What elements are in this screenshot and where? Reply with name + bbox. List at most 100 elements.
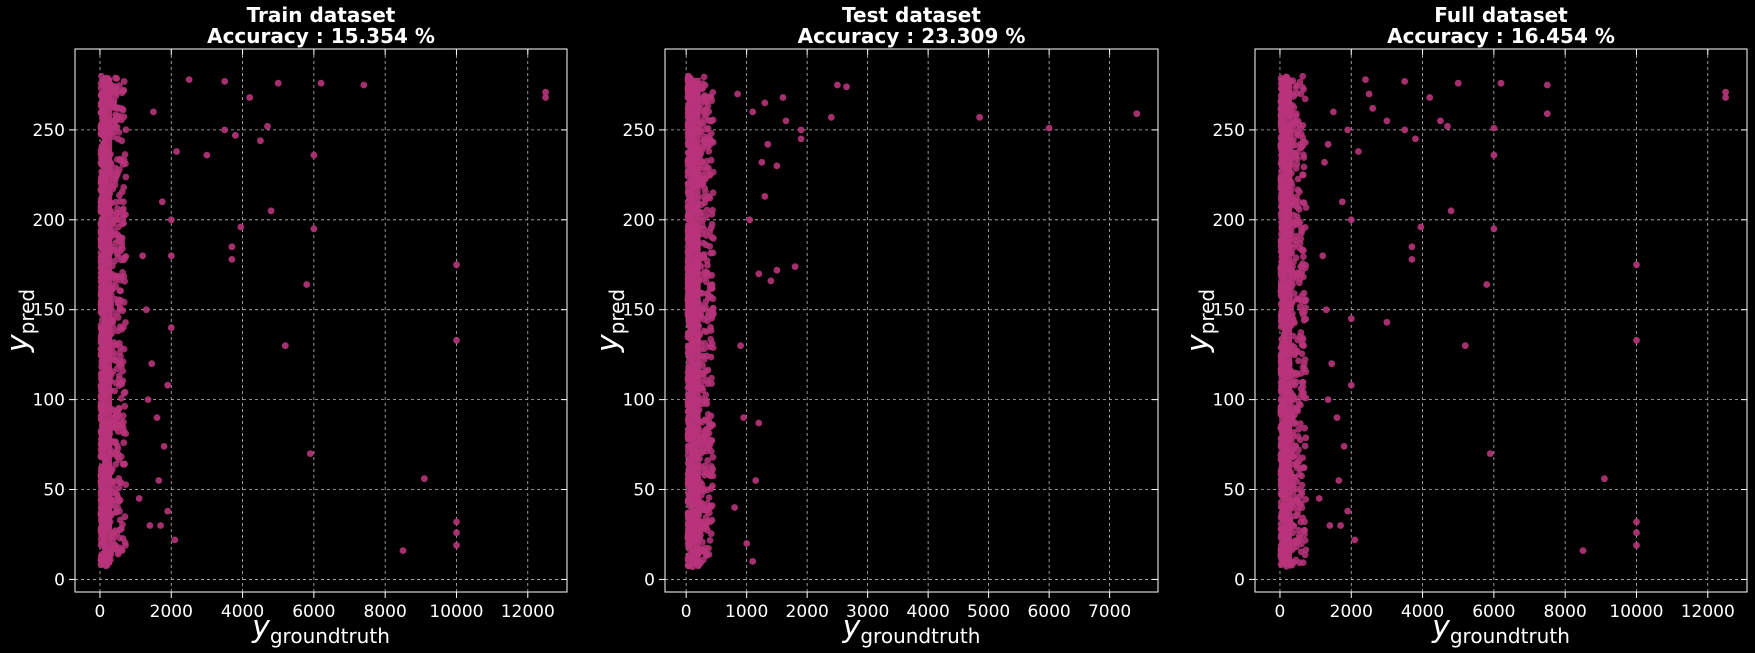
y-tick-label: 100 — [33, 391, 65, 411]
data-point — [1290, 290, 1298, 297]
data-point — [1490, 151, 1498, 159]
data-point — [1302, 546, 1310, 554]
data-point — [111, 356, 119, 364]
y-tick-label: 200 — [623, 211, 655, 231]
data-point — [1292, 537, 1299, 545]
data-point — [164, 507, 172, 515]
y-tick-label: 150 — [623, 301, 655, 321]
data-point — [1295, 425, 1302, 433]
x-tick-label: 7000 — [1088, 602, 1131, 622]
data-point — [119, 106, 127, 114]
data-point — [709, 116, 717, 124]
data-point — [317, 79, 325, 87]
x-axis-label-subscript: groundtruth — [1450, 624, 1570, 648]
data-point — [740, 414, 747, 421]
data-point — [1292, 164, 1300, 172]
data-point — [761, 99, 769, 107]
data-point — [1302, 368, 1310, 376]
data-point — [1426, 94, 1434, 101]
data-point — [173, 148, 181, 155]
data-point — [773, 266, 781, 274]
data-point — [684, 159, 692, 167]
data-point — [1328, 360, 1336, 368]
y-tick-label: 150 — [1213, 301, 1245, 321]
data-point — [167, 324, 175, 332]
data-point — [112, 103, 119, 111]
data-point — [119, 245, 126, 253]
data-point — [221, 126, 229, 134]
data-point — [782, 117, 790, 125]
data-point — [1295, 526, 1303, 534]
data-point — [274, 79, 282, 87]
data-point — [114, 205, 121, 213]
data-point — [148, 360, 156, 368]
data-point — [843, 83, 850, 91]
x-tick-label: 6000 — [292, 602, 335, 622]
data-point — [684, 431, 692, 438]
data-point — [1333, 414, 1341, 421]
data-point — [119, 412, 127, 420]
data-point — [1722, 94, 1729, 101]
y-tick-label: 100 — [1213, 391, 1245, 411]
data-point — [1298, 481, 1306, 489]
data-point — [120, 389, 128, 397]
data-point — [112, 123, 119, 131]
x-axis-label-symbol: y — [251, 610, 271, 645]
data-point — [135, 495, 143, 502]
data-point — [185, 76, 193, 83]
data-point — [139, 252, 147, 260]
data-point — [1301, 537, 1309, 544]
data-point — [1461, 342, 1469, 350]
data-point — [773, 162, 781, 170]
data-point — [110, 407, 118, 414]
data-point — [1301, 424, 1308, 432]
data-point — [1315, 495, 1323, 502]
data-point — [1291, 319, 1298, 327]
data-point — [1401, 78, 1409, 85]
data-point — [112, 164, 119, 172]
data-point — [701, 427, 709, 435]
data-point — [1633, 336, 1640, 344]
x-tick-label: 2000 — [150, 602, 193, 622]
data-point — [117, 395, 125, 402]
data-point — [1299, 454, 1306, 462]
data-point — [1298, 350, 1306, 357]
data-point — [1347, 216, 1355, 224]
data-point — [1297, 263, 1305, 270]
data-point — [706, 135, 714, 143]
data-point — [112, 231, 120, 239]
x-axis-label-symbol: y — [1431, 610, 1451, 645]
data-point — [709, 189, 717, 197]
data-point — [703, 232, 710, 239]
data-point — [1294, 407, 1302, 415]
data-point — [120, 429, 127, 437]
x-tick-label: 2000 — [786, 602, 829, 622]
data-point — [1408, 243, 1416, 251]
data-point — [708, 233, 716, 241]
data-point — [119, 206, 127, 214]
x-tick-label: 2000 — [1330, 602, 1373, 622]
x-axis-label: ygroundtruth — [842, 610, 981, 648]
y-axis-label: ypred — [1, 289, 39, 353]
data-point — [264, 122, 271, 130]
data-point — [153, 414, 161, 421]
data-point — [708, 210, 716, 218]
data-point — [1292, 254, 1300, 262]
data-point — [700, 193, 708, 201]
data-point — [699, 469, 707, 476]
data-point — [1335, 477, 1343, 484]
data-point — [1330, 108, 1337, 116]
x-tick-label: 6000 — [1027, 602, 1070, 622]
data-point — [164, 381, 172, 389]
x-tick-label: 0 — [681, 602, 692, 622]
data-point — [761, 193, 769, 200]
data-point — [1454, 79, 1462, 87]
data-point — [797, 126, 805, 134]
data-point — [1296, 303, 1304, 311]
chart-title: Test dataset — [842, 3, 981, 27]
data-point — [203, 151, 211, 159]
data-point — [1295, 357, 1302, 365]
data-point — [112, 173, 120, 180]
data-point — [1296, 401, 1304, 409]
y-axis-label-subscript: pred — [605, 289, 629, 334]
